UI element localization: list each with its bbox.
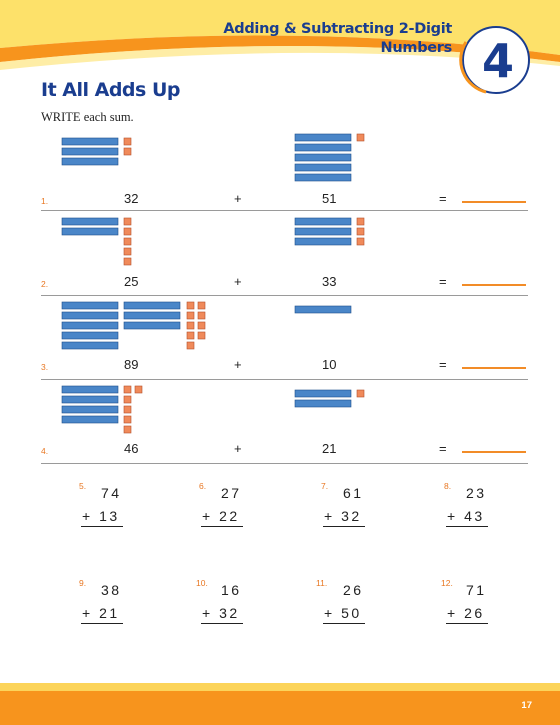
addend-b: 51 (322, 191, 337, 206)
addend-a: 46 (124, 441, 139, 456)
problem-number: 10. (196, 578, 208, 588)
problem-number: 5. (79, 481, 87, 491)
chapter-number: 4 (481, 34, 514, 88)
base-ten-blocks-46-and-21 (61, 385, 365, 434)
addend-b: 33 (322, 274, 337, 289)
problem-number: 12. (441, 578, 453, 588)
top-number: 74 (101, 485, 122, 501)
answer-blank[interactable] (462, 367, 526, 369)
picture-problem-2: 2. 25 + 33 = (0, 213, 560, 296)
separator (41, 463, 528, 464)
top-number: 71 (466, 582, 487, 598)
separator (41, 295, 528, 296)
problem-number: 8. (444, 481, 452, 491)
problem-number: 6. (199, 481, 207, 491)
one-cubes-b (356, 133, 365, 142)
answer-blank[interactable] (462, 284, 526, 286)
chapter-title-line-1: Adding & Subtracting 2-Digit (223, 21, 452, 37)
top-number: 61 (343, 485, 364, 501)
problem-number: 1. (41, 196, 49, 206)
sum-line (81, 526, 123, 527)
equals-sign: = (439, 191, 447, 206)
picture-problem-4: 4. 46 + 21 = (0, 380, 560, 465)
sum-line (323, 526, 365, 527)
addend-a: 89 (124, 357, 139, 372)
header-banner (0, 0, 560, 94)
separator (41, 210, 528, 211)
plus-sign: + (234, 191, 242, 206)
problem-number: 4. (41, 446, 49, 456)
vertical-problem-9: 9. 38 + 21 (79, 578, 149, 628)
vertical-problem-6: 6. 27 + 22 (199, 481, 269, 531)
page-title: It All Adds Up (41, 79, 180, 101)
plus-sign: + (234, 274, 242, 289)
bottom-number: + 43 (447, 508, 485, 524)
base-ten-blocks-32-and-51 (61, 133, 365, 182)
bottom-number: + 32 (202, 605, 240, 621)
problem-number: 11. (316, 578, 328, 588)
bottom-number: + 32 (324, 508, 362, 524)
top-number: 27 (221, 485, 242, 501)
bottom-number: + 50 (324, 605, 362, 621)
base-ten-blocks-25-and-33 (61, 217, 365, 266)
plus-sign: + (234, 441, 242, 456)
problem-number: 7. (321, 481, 329, 491)
picture-problem-3: 3. 89 + 10 = (0, 296, 560, 380)
sum-line (323, 623, 365, 624)
top-number: 38 (101, 582, 122, 598)
sum-line (446, 526, 488, 527)
bottom-number: + 13 (82, 508, 120, 524)
picture-problem-1: 1. 32 + 51 = (0, 130, 560, 211)
sum-line (201, 623, 243, 624)
chapter-title-line-2: Numbers (380, 40, 453, 56)
footer-bar: 17 (0, 683, 560, 725)
top-number: 23 (466, 485, 487, 501)
page-number: 17 (521, 700, 532, 711)
addend-b: 21 (322, 441, 337, 456)
addend-a: 32 (124, 191, 139, 206)
answer-blank[interactable] (462, 451, 526, 453)
top-number: 26 (343, 582, 364, 598)
vertical-problem-11: 11. 26 + 50 (316, 578, 386, 628)
bottom-number: + 26 (447, 605, 485, 621)
problem-number: 9. (79, 578, 87, 588)
sum-line (446, 623, 488, 624)
sum-line (81, 623, 123, 624)
bottom-number: + 21 (82, 605, 120, 621)
vertical-problem-12: 12. 71 + 26 (441, 578, 511, 628)
equals-sign: = (439, 441, 447, 456)
answer-blank[interactable] (462, 201, 526, 203)
plus-sign: + (234, 357, 242, 372)
base-ten-blocks-89-and-10 (61, 301, 352, 350)
vertical-problem-7: 7. 61 + 32 (321, 481, 391, 531)
instructions: WRITE each sum. (41, 110, 134, 124)
top-number: 16 (221, 582, 242, 598)
vertical-problem-5: 5. 74 + 13 (79, 481, 149, 531)
problem-number: 2. (41, 279, 49, 289)
bottom-number: + 22 (202, 508, 240, 524)
vertical-problem-10: 10. 16 + 32 (196, 578, 266, 628)
separator (41, 379, 528, 380)
equals-sign: = (439, 274, 447, 289)
one-cubes-a (123, 137, 132, 156)
vertical-problem-8: 8. 23 + 43 (444, 481, 514, 531)
addend-a: 25 (124, 274, 139, 289)
addend-b: 10 (322, 357, 337, 372)
equals-sign: = (439, 357, 447, 372)
sum-line (201, 526, 243, 527)
problem-number: 3. (41, 362, 49, 372)
ten-rods-b (294, 133, 352, 182)
ten-rods-a (61, 137, 119, 166)
footer-band (0, 683, 560, 691)
